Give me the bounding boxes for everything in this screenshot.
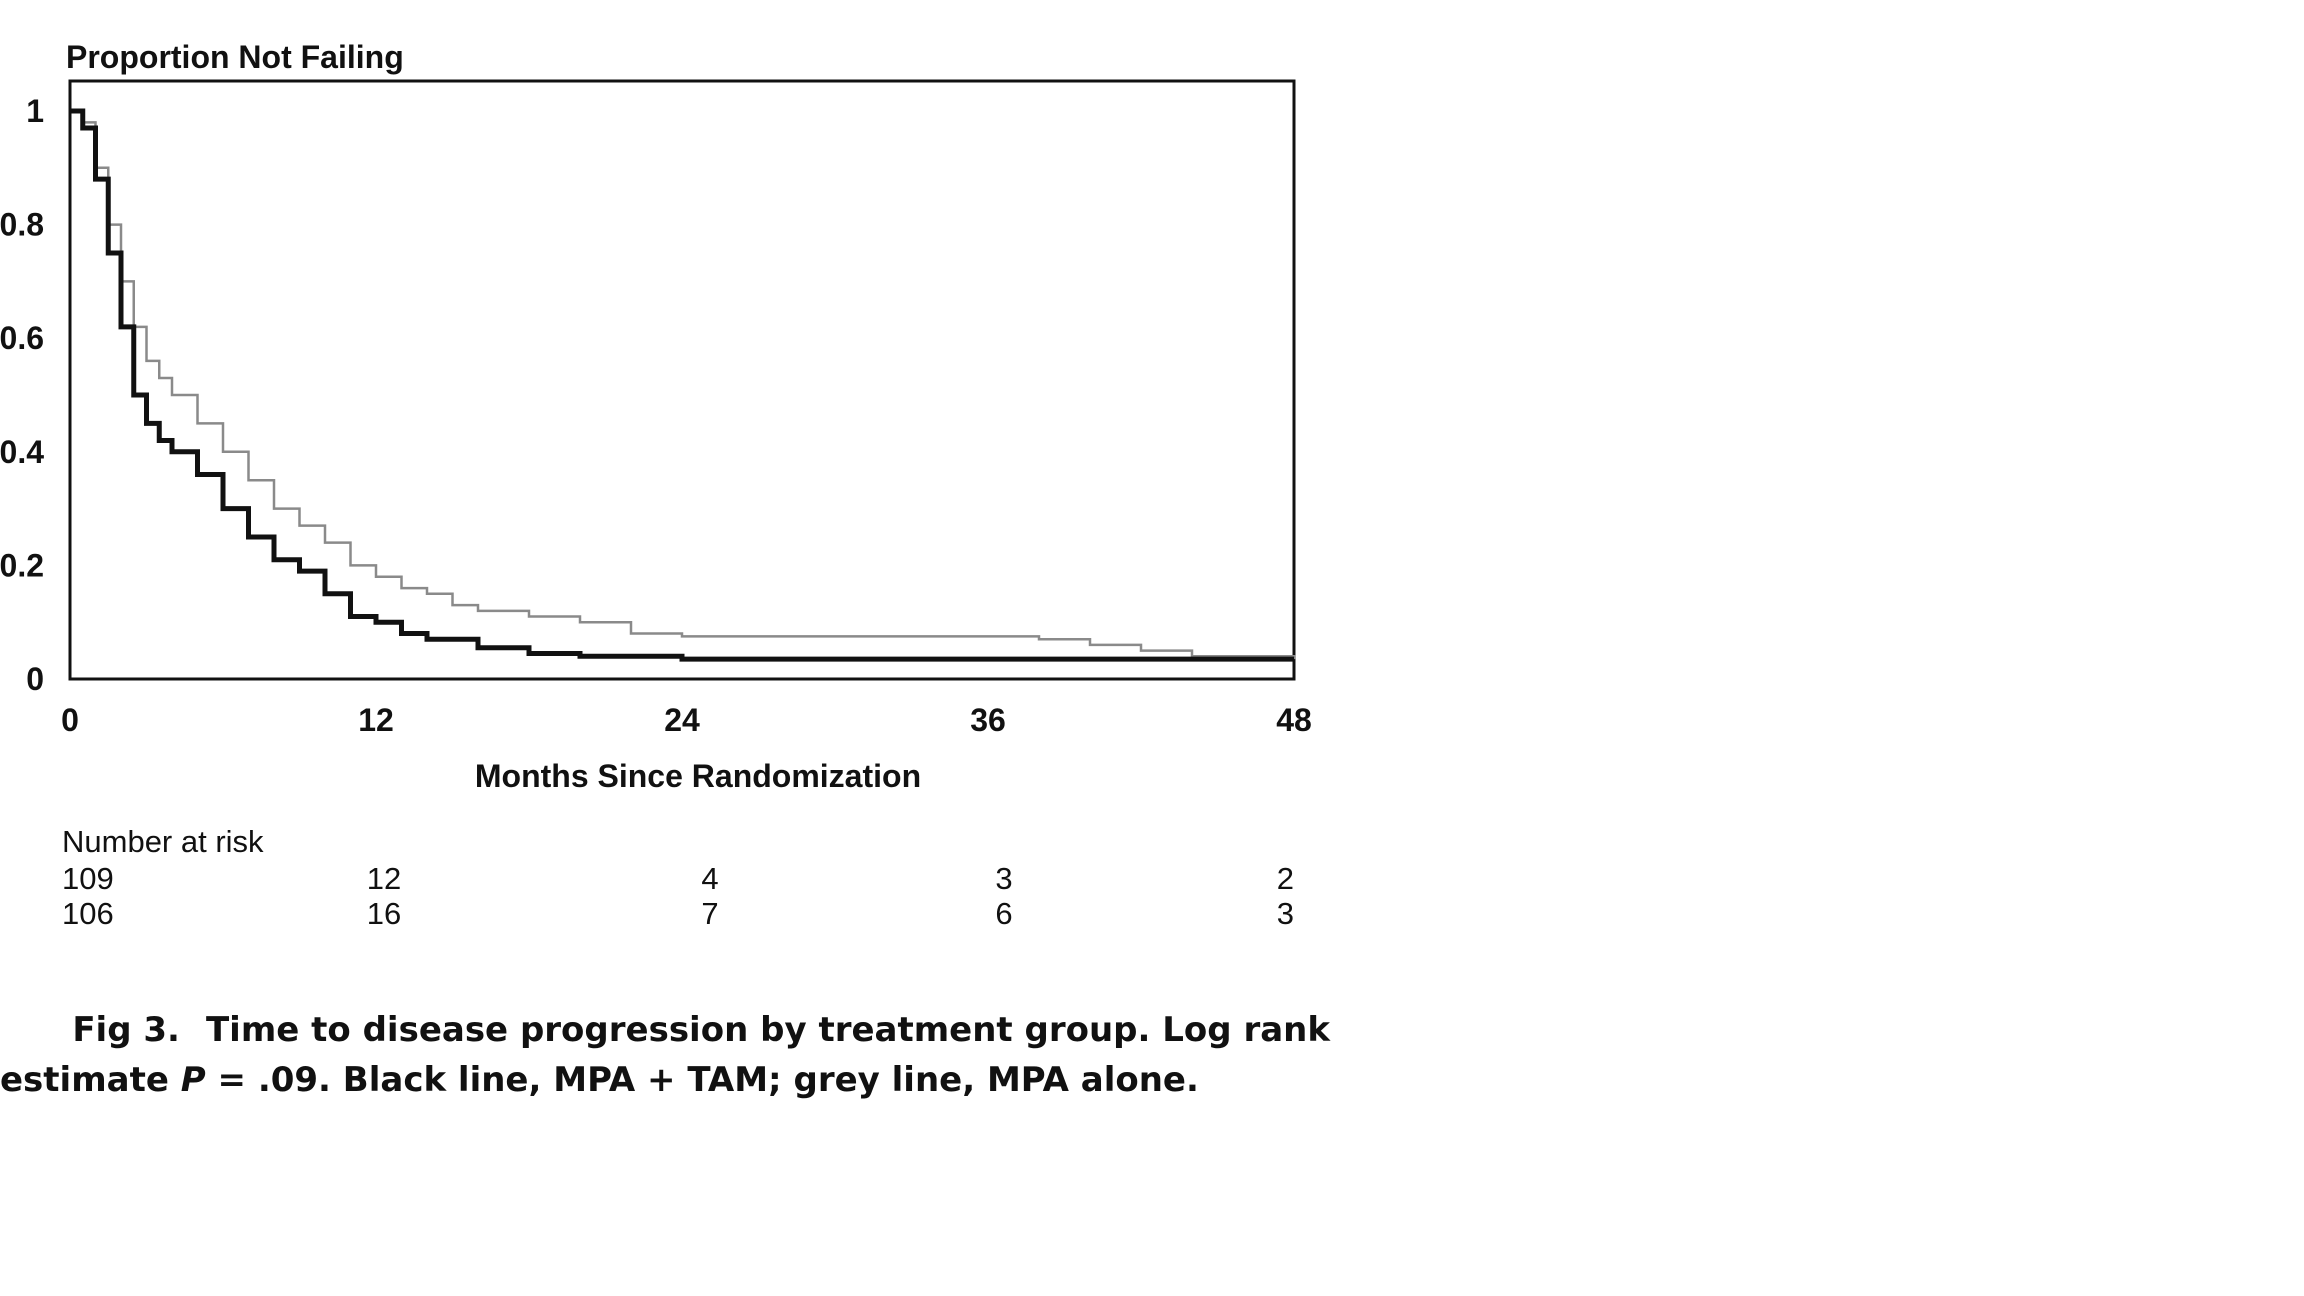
x-tick-label: 0 [61, 702, 79, 738]
risk-table-cell: 109 [62, 861, 114, 896]
risk-table-title: Number at risk [62, 824, 264, 859]
y-tick-label: 0.8 [0, 207, 44, 243]
x-tick-label: 48 [1276, 702, 1312, 738]
caption-line-2-post: = .09. Black line, MPA + TAM; grey line,… [205, 1060, 1199, 1100]
risk-table-cell: 12 [367, 861, 401, 896]
caption-line-1-text: Time to disease progression by treatment… [205, 1010, 1330, 1050]
x-tick-labels: 0 12 24 36 48 [61, 702, 1312, 738]
x-tick-label: 12 [358, 702, 394, 738]
y-tick-label: 1 [26, 93, 44, 129]
y-tick-label: 0 [26, 661, 44, 697]
caption-line-1: Fig 3. Time to disease progression by tre… [0, 1005, 1330, 1055]
risk-table-cell: 16 [367, 896, 401, 931]
caption-p-variable: P [180, 1060, 206, 1100]
plot-frame [68, 79, 1296, 681]
risk-table-cell: 3 [1277, 896, 1294, 931]
risk-table-cell: 4 [701, 861, 718, 896]
y-axis-title: Proportion Not Failing [66, 39, 404, 75]
y-tick-label: 0.6 [0, 320, 44, 356]
risk-table-cell: 106 [62, 896, 114, 931]
series-line-grey [70, 109, 1296, 660]
y-tick-labels: 0 0.2 0.4 0.6 0.8 1 [0, 93, 44, 697]
risk-table-cell: 7 [701, 896, 718, 931]
x-axis-title: Months Since Randomization [475, 758, 921, 794]
figure-caption: Fig 3. Time to disease progression by tre… [0, 1005, 1330, 1105]
series-layer [70, 108, 1296, 662]
caption-fig-label: Fig 3. [72, 1010, 180, 1050]
y-tick-label: 0.2 [0, 547, 44, 583]
series-line-black [70, 108, 1294, 662]
caption-line-2-pre: estimate [0, 1060, 181, 1100]
caption-line-2: estimate P = .09. Black line, MPA + TAM;… [0, 1055, 1330, 1105]
risk-table-cell: 3 [995, 861, 1012, 896]
risk-table-cell: 6 [995, 896, 1012, 931]
y-tick-label: 0.4 [0, 434, 44, 470]
risk-table-cell: 2 [1277, 861, 1294, 896]
x-tick-label: 24 [664, 702, 700, 738]
x-tick-label: 36 [970, 702, 1006, 738]
